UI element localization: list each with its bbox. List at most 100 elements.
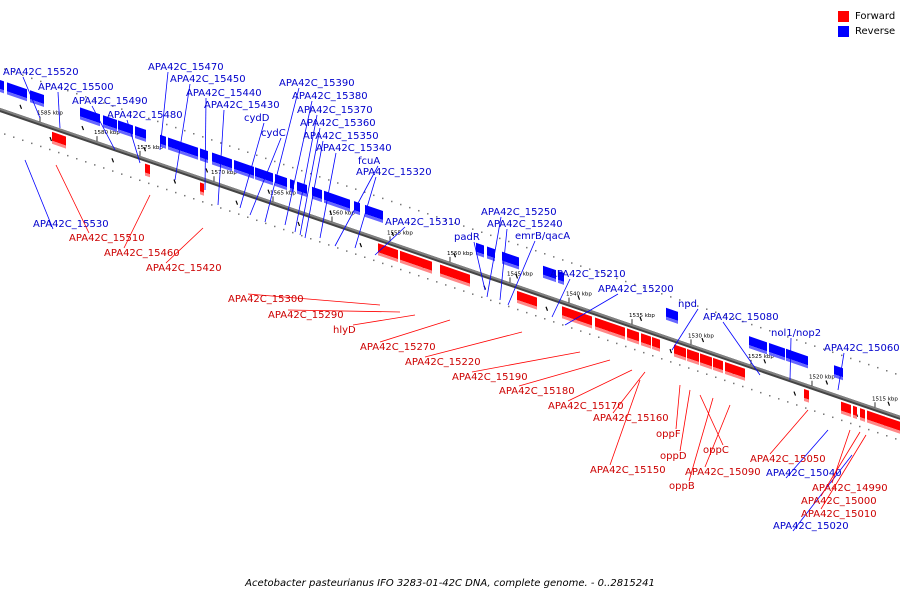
reverse-gene-label: APA42C_15350 xyxy=(303,131,379,142)
reverse-leader xyxy=(473,241,486,291)
forward-leader xyxy=(831,429,851,484)
forward-leader xyxy=(567,369,633,402)
reverse-gene-label: cydC xyxy=(261,128,286,139)
forward-gene xyxy=(884,416,900,434)
reverse-leader xyxy=(24,159,54,230)
forward-leader xyxy=(247,293,381,306)
kbp-tick-label: 1555 kbp xyxy=(387,230,413,236)
forward-gene-label: APA42C_15170 xyxy=(548,401,624,412)
kbp-tick-label: 1585 kbp xyxy=(37,111,63,117)
reverse-leader xyxy=(217,109,225,206)
reverse-gene-label: APA42C_15490 xyxy=(72,96,148,107)
reverse-gene-label: APA42C_15530 xyxy=(33,219,109,230)
forward-gene-label: oppB xyxy=(669,481,695,492)
forward-leader xyxy=(165,227,204,264)
reverse-gene-label: APA42C_15380 xyxy=(292,91,368,102)
reverse-gene-label: APA42C_15080 xyxy=(703,312,779,323)
kbp-tick-label: 1540 kbp xyxy=(566,292,592,298)
reverse-gene-label: APA42C_15360 xyxy=(300,118,376,129)
reverse-gene-label: APA42C_15040 xyxy=(766,468,842,479)
reverse-gene-label: nol1/nop2 xyxy=(771,328,821,339)
forward-gene-label: APA42C_15010 xyxy=(801,509,877,520)
reverse-leader xyxy=(785,429,829,479)
forward-gene-label: APA42C_15090 xyxy=(685,467,761,478)
reverse-gene-label: APA42C_15250 xyxy=(481,207,557,218)
forward-leader xyxy=(424,331,523,358)
legend-label-reverse: Reverse xyxy=(855,26,896,37)
forward-gene xyxy=(627,328,639,345)
forward-gene xyxy=(804,388,809,403)
forward-gene xyxy=(867,410,885,429)
forward-gene-label: APA42C_15270 xyxy=(360,342,436,353)
forward-gene-label: APA42C_15050 xyxy=(750,454,826,465)
track-tick xyxy=(143,147,147,152)
reverse-gene xyxy=(30,90,44,108)
forward-gene-label: APA42C_15300 xyxy=(228,294,304,305)
reverse-leader xyxy=(159,71,169,151)
kbp-tick-label: 1545 kbp xyxy=(507,271,533,277)
legend-label-forward: Forward xyxy=(855,11,896,22)
reverse-gene xyxy=(7,82,27,102)
forward-leader xyxy=(675,384,681,430)
legend-item-reverse: Reverse xyxy=(838,24,895,39)
forward-gene xyxy=(687,348,699,366)
track-tick xyxy=(235,200,239,205)
forward-leader xyxy=(471,351,581,373)
reverse-leader xyxy=(319,152,337,239)
forward-gene-label: APA42C_15190 xyxy=(452,372,528,383)
reverse-leader xyxy=(91,105,116,151)
forward-gene-label: oppC xyxy=(703,445,729,456)
forward-leader xyxy=(609,379,641,466)
forward-leader xyxy=(769,409,809,455)
kbp-tick-label: 1570 kbp xyxy=(211,170,237,176)
forward-gene-label: APA42C_15220 xyxy=(405,357,481,368)
reverse-gene xyxy=(502,251,519,270)
forward-leader xyxy=(612,371,646,414)
track-tick xyxy=(825,380,829,385)
kbp-tick-label: 1560 kbp xyxy=(329,211,355,217)
reverse-leader xyxy=(239,122,265,209)
forward-leader xyxy=(820,431,861,497)
track-tick xyxy=(297,221,301,227)
track-tick xyxy=(391,231,395,237)
legend-item-forward: Forward xyxy=(838,9,895,24)
forward-gene-label: APA42C_15000 xyxy=(801,496,877,507)
track-tick xyxy=(793,391,797,396)
forward-gene-label: APA42C_15290 xyxy=(268,310,344,321)
kbp-tick-label: 1535 kbp xyxy=(629,313,655,319)
reverse-gene xyxy=(212,152,232,172)
reverse-gene xyxy=(786,348,808,369)
reverse-leader xyxy=(264,87,300,223)
forward-gene xyxy=(420,257,432,274)
reverse-gene xyxy=(312,186,322,203)
reverse-gene-label: cydD xyxy=(244,113,270,124)
reverse-leader xyxy=(334,165,379,247)
forward-leader xyxy=(55,164,90,234)
forward-gene-label: APA42C_15180 xyxy=(499,386,575,397)
track-tick xyxy=(669,348,673,354)
reverse-leader xyxy=(304,140,324,239)
reverse-leader xyxy=(551,278,571,318)
forward-gene xyxy=(853,405,857,420)
reverse-gene xyxy=(135,126,146,142)
track-tick xyxy=(887,401,891,406)
reverse-leader xyxy=(722,321,761,376)
forward-gene xyxy=(517,290,537,310)
figure-caption: Acetobacter pasteurianus IFO 3283-01-42C… xyxy=(245,578,655,589)
track-tick xyxy=(19,104,23,110)
reverse-leader xyxy=(22,76,41,119)
forward-leader xyxy=(820,434,867,510)
forward-gene xyxy=(145,163,150,178)
track-tick xyxy=(701,337,705,343)
forward-leader xyxy=(379,319,451,343)
forward-leader xyxy=(123,194,151,249)
forward-gene-label: oppD xyxy=(660,451,687,462)
reverse-gene-label: APA42C_15370 xyxy=(297,105,373,116)
forward-gene xyxy=(725,361,745,381)
forward-gene-label: APA42C_14990 xyxy=(812,483,888,494)
reverse-gene-label: APA42C_15310 xyxy=(385,217,461,228)
reverse-gene xyxy=(103,115,117,133)
forward-gene-label: hlyD xyxy=(333,325,356,336)
forward-gene xyxy=(860,408,865,422)
